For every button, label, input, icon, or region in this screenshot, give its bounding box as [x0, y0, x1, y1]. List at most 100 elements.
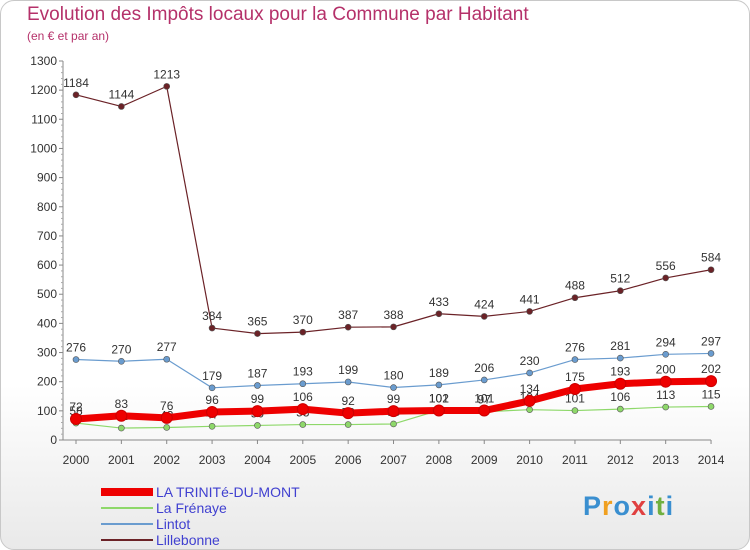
data-point-la-trinit-du-mont	[478, 404, 491, 417]
data-point-la-trinit-du-mont	[115, 409, 128, 422]
data-label-la-trinit-du-mont: 99	[251, 392, 265, 406]
legend-label-lillebonne: Lillebonne	[156, 532, 220, 548]
data-point-lintot	[571, 407, 579, 414]
data-point-la-fr-naye	[163, 355, 171, 363]
data-point-la-fr-naye	[480, 376, 488, 384]
data-label-lillebonne: 388	[384, 308, 404, 322]
x-tick-label: 2007	[380, 453, 407, 467]
data-point-lintot	[299, 421, 307, 428]
logo-letter: r	[602, 491, 614, 521]
data-point-la-fr-naye	[707, 350, 715, 357]
data-label-la-fr-naye: 276	[66, 341, 86, 355]
x-tick-label: 2004	[244, 453, 271, 467]
logo-letter: i	[665, 491, 675, 521]
data-label-lintot: 97	[478, 393, 492, 407]
data-label-la-fr-naye: 187	[247, 366, 267, 380]
data-point-lillebonne	[617, 287, 624, 295]
data-point-lillebonne	[571, 294, 579, 302]
y-tick-label: 800	[37, 200, 57, 214]
data-point-lillebonne	[435, 310, 443, 318]
data-point-lillebonne	[72, 91, 80, 99]
data-point-lillebonne	[344, 323, 352, 331]
y-tick-label: 900	[37, 171, 57, 185]
data-point-lillebonne	[118, 103, 125, 110]
data-point-lintot	[390, 420, 397, 428]
x-tick-label: 2014	[698, 453, 725, 467]
data-point-la-fr-naye	[390, 384, 397, 391]
x-tick-label: 2008	[426, 453, 453, 467]
data-label-la-trinit-du-mont: 72	[69, 400, 83, 414]
x-tick-label: 2003	[199, 453, 226, 467]
data-label-lintot: 106	[610, 390, 630, 404]
x-tick-label: 2000	[63, 453, 90, 467]
data-label-lillebonne: 424	[474, 297, 494, 311]
proxiti-logo: Proxiti	[583, 491, 674, 522]
chart-title: Evolution des Impôts locaux pour la Comm…	[27, 4, 529, 25]
data-point-la-fr-naye	[526, 369, 533, 377]
data-point-lillebonne	[208, 324, 216, 332]
data-label-la-trinit-du-mont: 202	[701, 362, 721, 376]
data-point-lillebonne	[662, 274, 669, 282]
data-point-la-fr-naye	[254, 382, 261, 389]
logo-letter: i	[647, 491, 656, 521]
data-point-lintot	[344, 421, 352, 428]
y-tick-label: 700	[37, 229, 57, 243]
legend-label-trinite: LA TRINITé-DU-MONT	[156, 484, 300, 500]
data-label-la-trinit-du-mont: 99	[387, 392, 401, 406]
data-label-lillebonne: 433	[429, 295, 449, 309]
data-label-la-fr-naye: 276	[565, 341, 585, 355]
data-point-la-trinit-du-mont	[659, 375, 672, 388]
data-label-lillebonne: 370	[293, 313, 313, 327]
data-label-la-fr-naye: 206	[474, 361, 494, 375]
data-point-la-trinit-du-mont	[432, 404, 445, 417]
logo-letter: o	[613, 491, 632, 521]
y-tick-label: 200	[37, 375, 57, 389]
data-label-la-trinit-du-mont: 92	[341, 394, 355, 408]
data-label-la-fr-naye: 270	[111, 342, 131, 356]
data-point-la-fr-naye	[435, 381, 443, 389]
data-label-lillebonne: 1184	[63, 76, 89, 90]
logo-letter: x	[631, 491, 648, 521]
data-point-lintot	[254, 422, 261, 429]
y-tick-label: 300	[37, 346, 57, 360]
data-label-la-fr-naye: 230	[520, 354, 540, 368]
data-label-la-fr-naye: 193	[293, 365, 313, 379]
data-label-la-trinit-du-mont: 83	[115, 397, 129, 411]
data-point-la-trinit-du-mont	[342, 407, 355, 420]
x-tick-label: 2001	[108, 453, 135, 467]
series-line-lillebonne	[75, 85, 712, 335]
y-tick-label: 1000	[30, 141, 57, 155]
x-tick-label: 2006	[335, 453, 362, 467]
data-label-la-trinit-du-mont: 200	[656, 363, 676, 377]
data-point-la-fr-naye	[208, 384, 216, 392]
data-label-la-trinit-du-mont: 101	[474, 392, 494, 406]
data-point-lillebonne	[707, 266, 715, 274]
data-label-lillebonne: 584	[701, 251, 721, 265]
data-label-la-trinit-du-mont: 175	[565, 370, 585, 384]
data-point-la-fr-naye	[344, 378, 352, 386]
legend-label-frenaye: La Frénaye	[156, 500, 227, 516]
data-label-la-fr-naye: 189	[429, 366, 449, 380]
y-tick-label: 500	[37, 287, 57, 301]
data-point-la-trinit-du-mont	[705, 375, 718, 388]
data-label-la-trinit-du-mont: 101	[429, 392, 449, 406]
data-label-lillebonne: 488	[565, 279, 585, 293]
data-label-la-trinit-du-mont: 106	[293, 390, 313, 404]
data-point-la-trinit-du-mont	[387, 405, 400, 418]
x-tick-label: 2010	[516, 453, 543, 467]
data-point-la-fr-naye	[299, 380, 307, 388]
logo-letter: t	[655, 491, 666, 521]
data-point-la-fr-naye	[571, 356, 579, 363]
data-point-la-fr-naye	[118, 357, 125, 365]
data-point-lillebonne	[163, 83, 171, 90]
data-point-la-trinit-du-mont	[523, 394, 536, 407]
data-label-lillebonne: 1144	[108, 87, 134, 101]
logo-letter: P	[583, 491, 603, 521]
data-label-la-fr-naye: 294	[656, 335, 676, 349]
data-label-la-fr-naye: 297	[701, 334, 721, 348]
data-label-lintot: 101	[565, 392, 585, 406]
data-label-lintot: 115	[701, 387, 720, 401]
data-label-lillebonne: 365	[247, 315, 267, 329]
